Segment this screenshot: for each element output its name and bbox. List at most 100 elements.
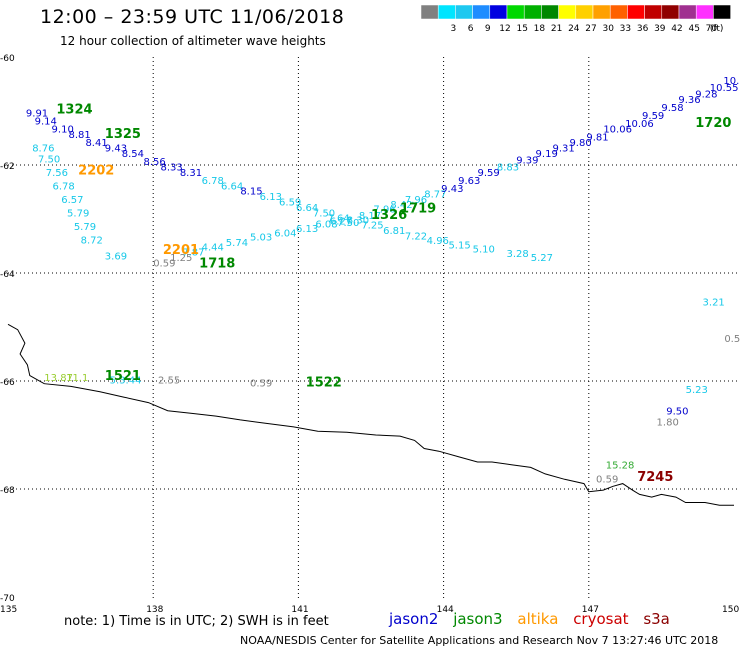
color-scale-label: 33 [620,24,631,34]
color-scale-label: 27 [585,24,596,34]
wave-height-label: 8.54 [122,149,144,160]
wave-height-label: 4.96 [427,236,449,247]
pass-time-label: 1720 [695,116,731,131]
color-scale-swatch [558,5,577,20]
graticule [8,57,740,600]
lon-tick-label: 141 [291,605,308,615]
wave-height-label: 9.31 [553,144,575,155]
wave-height-label: 13.87 [44,373,73,384]
wave-height-label: 7.25 [361,221,383,232]
wave-height-label: 8.77 [424,189,446,200]
color-scale-swatch [678,5,697,20]
wave-height-label: 15.28 [606,460,635,471]
color-scale-swatch [661,5,680,20]
wave-height-label: 7.96 [405,195,427,206]
wave-height-label: 0.59 [250,378,272,389]
color-scale-label: 9 [485,24,491,34]
wave-height-label: 10.55 [710,83,739,94]
wave-height-label: 7.50 [38,154,60,165]
wave-height-label: 5.03 [250,233,272,244]
color-scale-swatch [644,5,663,20]
latitude-labels: -60 -62 -64 -66 -68 -70 [0,54,15,604]
wave-height-label: 0.59 [153,259,175,270]
wave-height-label: 11.1 [66,373,88,384]
color-scale-label: 12 [499,24,510,34]
wave-height-label: 7.87 [182,248,204,259]
page-title: 12:00 – 23:59 UTC 11/06/2018 [40,6,345,28]
coastline [7,323,734,506]
lat-tick-label: -68 [0,486,15,496]
pass-time-label: 1326 [371,208,407,223]
color-scale-label: 3 [451,24,457,34]
wave-height-label: 6.78 [53,181,75,192]
lon-tick-label: 150 [722,605,739,615]
lon-tick-label: 147 [582,605,599,615]
wave-height-label: 9.43 [105,144,127,155]
credit-line: NOAA/NESDIS Center for Satellite Applica… [240,634,719,647]
wave-height-label: 6.57 [61,195,83,206]
color-scale-swatch [695,5,714,20]
color-scale-label: 30 [602,24,614,34]
wave-height-label: 8.41 [85,138,107,149]
wave-height-label: 5.74 [226,238,248,249]
wave-height-label: 9.28 [695,90,717,101]
pass-time-label: 1325 [105,127,141,142]
color-scale-swatch [506,5,525,20]
legend-s3a: s3a [643,610,670,628]
color-scale-swatch [523,5,542,20]
wave-height-label: 10.06 [603,125,632,136]
wave-height-label: 5.10 [473,244,495,255]
wave-height-label: 8.31 [180,168,202,179]
wave-height-label: 7.96 [373,205,395,216]
color-scale-label: 42 [671,24,682,34]
color-scale-label: 45 [688,24,699,34]
lon-tick-label: 144 [437,605,454,615]
color-scale-swatch [627,5,645,20]
wave-height-label: 4.44 [202,242,224,253]
wave-height-label: 8.83 [497,162,519,173]
wave-height-label: 9.63 [458,176,480,187]
wave-height-label: 6.13 [296,224,318,235]
wave-height-label: 9.91 [26,108,48,119]
satellite-legend: jason2 jason3 altika cryosat s3a [389,610,680,628]
color-scale-unit: (ft) [710,24,724,34]
wave-height-label: 8.42 [390,200,412,211]
wave-height-label: 10.10 [723,76,740,87]
wave-height-observations: 9.919.149.108.818.419.438.548.568.338.31… [26,76,740,486]
wave-height-label: 2.55 [158,376,180,387]
wave-height-label: 5.3.44 [110,376,142,387]
pass-time-label: 7245 [637,470,673,485]
wave-height-label: 5.15 [448,241,470,252]
legend-cryosat: cryosat [573,610,629,628]
legend-jason3: jason3 [453,610,503,628]
wave-height-label: 9.59 [642,111,664,122]
color-scale-label: 6 [468,24,474,34]
wave-height-label: 0.5 [724,334,740,345]
pass-time-label: 1718 [199,257,235,272]
color-scale-label: 36 [637,24,649,34]
wave-height-label: 8.76 [32,144,54,155]
color-scale-swatch [472,5,491,20]
wave-height-label: 10.06 [625,119,654,130]
pass-time-label: 1719 [400,202,436,217]
wave-height-label: 6.04 [274,228,296,239]
wave-height-label: 8.72 [81,235,103,246]
wave-height-label: 8.30 [347,215,369,226]
wave-height-label: 6.13 [260,192,282,203]
wave-height-label: 9.50 [666,406,688,417]
longitude-labels: 135 138 141 144 147 150 [0,605,739,615]
wave-height-label: 9.59 [477,168,499,179]
wave-height-label: 9.36 [678,95,700,106]
color-scale-swatch [592,5,611,20]
lat-tick-label: -60 [0,54,15,64]
legend-altika: altika [517,610,559,628]
wave-height-label: 9.81 [586,133,608,144]
color-scale-swatch [437,5,456,20]
wave-height-label: 9.14 [35,117,57,128]
wave-height-label: 7.64 [327,214,349,225]
lon-tick-label: 135 [0,605,17,615]
color-scale-label: 39 [654,24,666,34]
wave-height-label: 6.81 [383,226,405,237]
